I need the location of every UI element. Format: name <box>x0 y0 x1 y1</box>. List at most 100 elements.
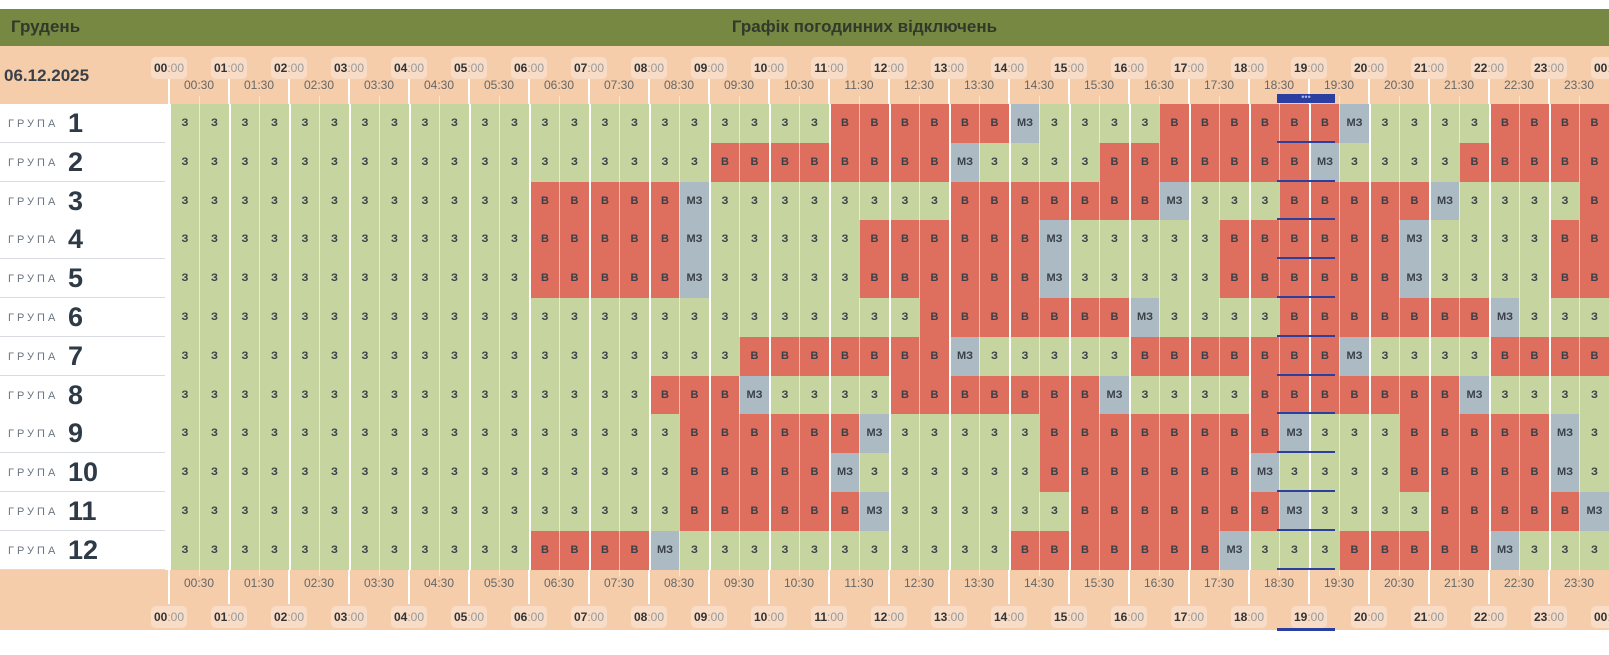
slot-cell-power-on[interactable]: З <box>259 336 289 377</box>
slot-cell-power-on[interactable]: З <box>349 414 379 454</box>
slot-cell-power-on[interactable]: З <box>649 492 679 532</box>
slot-cell-power-off[interactable]: В <box>1249 259 1279 299</box>
slot-cell-maybe-off[interactable]: МЗ <box>1279 492 1309 532</box>
slot-cell-power-on[interactable]: З <box>499 375 529 415</box>
slot-cell-power-on[interactable]: З <box>769 530 799 571</box>
slot-cell-power-on[interactable]: З <box>469 453 499 493</box>
slot-cell-power-off[interactable]: В <box>559 181 589 221</box>
slot-cell-power-off[interactable]: В <box>1429 530 1459 571</box>
slot-cell-power-on[interactable]: З <box>379 336 409 377</box>
slot-cell-power-off[interactable]: В <box>709 142 739 183</box>
slot-cell-power-on[interactable]: З <box>409 336 439 377</box>
slot-cell-power-on[interactable]: З <box>1069 104 1099 144</box>
slot-cell-power-on[interactable]: З <box>709 104 739 144</box>
slot-cell-power-on[interactable]: З <box>559 414 589 454</box>
slot-cell-power-on[interactable]: З <box>829 530 859 571</box>
slot-cell-maybe-off[interactable]: МЗ <box>1459 375 1489 415</box>
slot-cell-power-off[interactable]: В <box>739 414 769 454</box>
slot-cell-power-off[interactable]: В <box>1309 375 1339 415</box>
slot-cell-power-on[interactable]: З <box>739 220 769 260</box>
slot-cell-power-on[interactable]: З <box>1339 142 1369 183</box>
slot-cell-power-on[interactable]: З <box>469 375 499 415</box>
slot-cell-power-on[interactable]: З <box>259 375 289 415</box>
slot-cell-power-on[interactable]: З <box>1399 104 1429 144</box>
slot-cell-power-on[interactable]: З <box>1129 104 1159 144</box>
slot-cell-power-on[interactable]: З <box>529 104 559 144</box>
slot-cell-power-off[interactable]: В <box>1189 414 1219 454</box>
slot-cell-power-on[interactable]: З <box>169 259 199 299</box>
slot-cell-power-on[interactable]: З <box>859 453 889 493</box>
slot-cell-power-on[interactable]: З <box>679 530 709 571</box>
slot-cell-power-on[interactable]: З <box>499 414 529 454</box>
slot-cell-power-on[interactable]: З <box>229 492 259 532</box>
slot-cell-power-on[interactable]: З <box>859 530 889 571</box>
slot-cell-power-on[interactable]: З <box>469 530 499 571</box>
slot-cell-power-off[interactable]: В <box>1219 414 1249 454</box>
slot-cell-power-off[interactable]: В <box>1549 259 1579 299</box>
slot-cell-power-on[interactable]: З <box>169 453 199 493</box>
slot-cell-power-on[interactable]: З <box>469 492 499 532</box>
slot-cell-power-off[interactable]: В <box>1099 453 1129 493</box>
slot-cell-power-on[interactable]: З <box>1069 220 1099 260</box>
slot-cell-power-on[interactable]: З <box>649 298 679 338</box>
slot-cell-maybe-off[interactable]: МЗ <box>1549 453 1579 493</box>
slot-cell-power-on[interactable]: З <box>169 375 199 415</box>
slot-cell-maybe-off[interactable]: МЗ <box>1279 414 1309 454</box>
slot-cell-power-off[interactable]: В <box>1159 492 1189 532</box>
slot-cell-power-off[interactable]: В <box>619 181 649 221</box>
slot-cell-power-on[interactable]: З <box>409 530 439 571</box>
slot-cell-power-off[interactable]: В <box>1519 142 1549 183</box>
slot-cell-power-on[interactable]: З <box>289 414 319 454</box>
slot-cell-power-on[interactable]: З <box>1129 220 1159 260</box>
slot-cell-power-on[interactable]: З <box>469 298 499 338</box>
slot-cell-power-on[interactable]: З <box>1579 453 1609 493</box>
slot-cell-power-on[interactable]: З <box>259 453 289 493</box>
slot-cell-power-on[interactable]: З <box>409 453 439 493</box>
slot-cell-power-off[interactable]: В <box>799 336 829 377</box>
slot-cell-power-on[interactable]: З <box>199 530 229 571</box>
slot-cell-power-on[interactable]: З <box>259 142 289 183</box>
slot-cell-power-off[interactable]: В <box>1489 453 1519 493</box>
slot-cell-power-on[interactable]: З <box>319 220 349 260</box>
slot-cell-power-on[interactable]: З <box>829 259 859 299</box>
slot-cell-power-on[interactable]: З <box>1369 142 1399 183</box>
slot-cell-power-off[interactable]: В <box>1069 530 1099 571</box>
slot-cell-power-on[interactable]: З <box>1249 298 1279 338</box>
slot-cell-power-on[interactable]: З <box>199 142 229 183</box>
slot-cell-power-on[interactable]: З <box>1579 375 1609 415</box>
slot-cell-power-on[interactable]: З <box>1039 336 1069 377</box>
slot-cell-power-off[interactable]: В <box>1249 414 1279 454</box>
slot-cell-power-on[interactable]: З <box>319 336 349 377</box>
slot-cell-power-off[interactable]: В <box>1159 142 1189 183</box>
slot-cell-power-on[interactable]: З <box>1159 298 1189 338</box>
slot-cell-power-on[interactable]: З <box>739 298 769 338</box>
slot-cell-power-on[interactable]: З <box>1339 453 1369 493</box>
slot-cell-power-off[interactable]: В <box>1099 298 1129 338</box>
slot-cell-power-on[interactable]: З <box>289 492 319 532</box>
slot-cell-power-on[interactable]: З <box>919 492 949 532</box>
slot-cell-power-off[interactable]: В <box>1399 530 1429 571</box>
slot-cell-power-off[interactable]: В <box>1549 104 1579 144</box>
slot-cell-power-off[interactable]: В <box>1279 181 1309 221</box>
slot-cell-power-off[interactable]: В <box>979 181 1009 221</box>
slot-cell-power-off[interactable]: В <box>889 142 919 183</box>
slot-cell-power-on[interactable]: З <box>439 181 469 221</box>
slot-cell-power-on[interactable]: З <box>799 530 829 571</box>
slot-cell-power-on[interactable]: З <box>229 530 259 571</box>
slot-cell-power-off[interactable]: В <box>1399 298 1429 338</box>
slot-cell-power-off[interactable]: В <box>1129 336 1159 377</box>
slot-cell-power-on[interactable]: З <box>199 492 229 532</box>
slot-cell-power-on[interactable]: З <box>679 142 709 183</box>
slot-cell-power-on[interactable]: З <box>259 220 289 260</box>
slot-cell-power-off[interactable]: В <box>1519 414 1549 454</box>
slot-cell-power-off[interactable]: В <box>799 492 829 532</box>
slot-cell-power-off[interactable]: В <box>979 104 1009 144</box>
slot-cell-power-off[interactable]: В <box>919 298 949 338</box>
slot-cell-power-on[interactable]: З <box>1489 375 1519 415</box>
slot-cell-power-on[interactable]: З <box>1519 375 1549 415</box>
slot-cell-power-on[interactable]: З <box>499 453 529 493</box>
slot-cell-power-off[interactable]: В <box>1039 414 1069 454</box>
slot-cell-power-on[interactable]: З <box>319 453 349 493</box>
slot-cell-maybe-off[interactable]: МЗ <box>1009 104 1039 144</box>
slot-cell-power-off[interactable]: В <box>1429 492 1459 532</box>
